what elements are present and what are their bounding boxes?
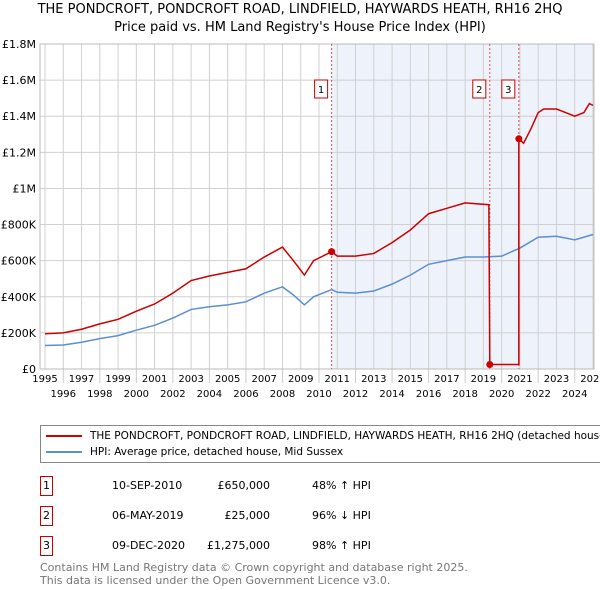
sale-label: 3	[505, 85, 511, 96]
x-tick-label: 2021	[507, 374, 532, 385]
x-tick-label: 2004	[197, 389, 222, 400]
x-tick-label: 2012	[343, 389, 368, 400]
sale-label: 2	[476, 85, 482, 96]
x-tick-label: 2020	[489, 389, 514, 400]
legend-label: HPI: Average price, detached house, Mid …	[90, 446, 344, 458]
x-tick-label: 2022	[525, 389, 550, 400]
x-tick-label: 1995	[32, 374, 57, 385]
sale-point	[328, 248, 336, 256]
y-tick-label: £1M	[13, 182, 37, 195]
hpi-change: 48% ↑ HPI	[312, 479, 371, 492]
sale-label-box	[314, 79, 329, 99]
x-tick-label: 2018	[452, 389, 477, 400]
legend-swatch	[46, 451, 82, 453]
x-tick-label: 1997	[69, 374, 94, 385]
x-tick-label: 2007	[251, 374, 276, 385]
price: £650,000	[217, 479, 271, 492]
hpi-change: 96% ↓ HPI	[312, 509, 371, 522]
series-line-hpi	[44, 233, 594, 347]
x-tick-label: 2006	[233, 389, 258, 400]
price: £25,000	[224, 509, 271, 522]
sale-label-box	[501, 79, 516, 99]
x-tick-label: 2011	[325, 374, 350, 385]
x-tick-label: 2019	[471, 374, 496, 385]
chart-subtitle: Price paid vs. HM Land Registry's House …	[114, 20, 486, 35]
x-tick-label: 2001	[142, 374, 167, 385]
legend-swatch	[46, 435, 82, 437]
sale-point	[486, 360, 494, 368]
footer: Contains HM Land Registry data © Crown c…	[40, 561, 468, 587]
date: 06-MAY-2019	[112, 509, 184, 522]
x-tick-label: 2005	[215, 374, 240, 385]
price-chart: 1995 1996 1997 1998 1999 2000 2001 2002 2003 2004…	[1, 38, 600, 400]
plot-frame	[39, 43, 595, 370]
date: 10-SEP-2010	[112, 479, 183, 492]
sale-label-box	[472, 79, 487, 99]
date: 09-DEC-2020	[112, 539, 186, 552]
x-tick-label: 2017	[434, 374, 459, 385]
marker-badge: 2	[40, 506, 53, 526]
sale-label: 1	[318, 85, 324, 96]
footer-line: This data is licensed under the Open Gov…	[40, 574, 391, 587]
hpi-change: 98% ↑ HPI	[312, 539, 371, 552]
x-tick-label: 2015	[398, 374, 423, 385]
legend-item-property: THE PONDCROFT, PONDCROFT ROAD, LINDFIELD…	[46, 429, 600, 443]
x-tick-label: 2002	[160, 389, 185, 400]
y-tick-label: £1.6M	[2, 74, 36, 87]
x-tick-label: 2014	[379, 389, 404, 400]
x-tick-label: 2025	[580, 374, 600, 385]
x-tick-label: 1996	[51, 389, 76, 400]
x-tick-label: 2003	[178, 374, 203, 385]
x-tick-label: 1999	[105, 374, 130, 385]
legend: THE PONDCROFT, PONDCROFT ROAD, LINDFIELD…	[40, 425, 600, 463]
y-tick-label: £800K	[1, 219, 37, 232]
series-line-property	[44, 102, 594, 366]
legend-item-hpi: HPI: Average price, detached house, Mid …	[46, 445, 343, 459]
x-tick-label: 2009	[288, 374, 313, 385]
x-tick-label: 2013	[361, 374, 386, 385]
y-tick-label: £1.4M	[2, 110, 36, 123]
price: £1,275,000	[207, 539, 270, 552]
marker-badge: 1	[40, 476, 53, 496]
ownership-shade	[331, 44, 594, 369]
x-tick-label: 2024	[562, 389, 587, 400]
legend-label: THE PONDCROFT, PONDCROFT ROAD, LINDFIELD…	[90, 430, 600, 442]
sale-point	[515, 135, 523, 143]
x-tick-label: 2008	[270, 389, 295, 400]
x-tick-label: 2016	[416, 389, 441, 400]
x-tick-label: 2000	[124, 389, 149, 400]
y-tick-label: £600K	[1, 255, 37, 268]
y-tick-label: £1.8M	[2, 38, 36, 51]
y-tick-label: £0	[22, 363, 36, 376]
x-tick-label: 2023	[544, 374, 569, 385]
footer-line: Contains HM Land Registry data © Crown c…	[40, 561, 468, 574]
x-tick-label: 1998	[87, 389, 112, 400]
marker-badge: 3	[40, 536, 53, 556]
y-tick-label: £400K	[1, 291, 37, 304]
y-tick-label: £200K	[1, 327, 37, 340]
x-tick-label: 2010	[306, 389, 331, 400]
y-tick-label: £1.2M	[2, 146, 36, 159]
chart-title: THE PONDCROFT, PONDCROFT ROAD, LINDFIELD…	[37, 2, 563, 17]
